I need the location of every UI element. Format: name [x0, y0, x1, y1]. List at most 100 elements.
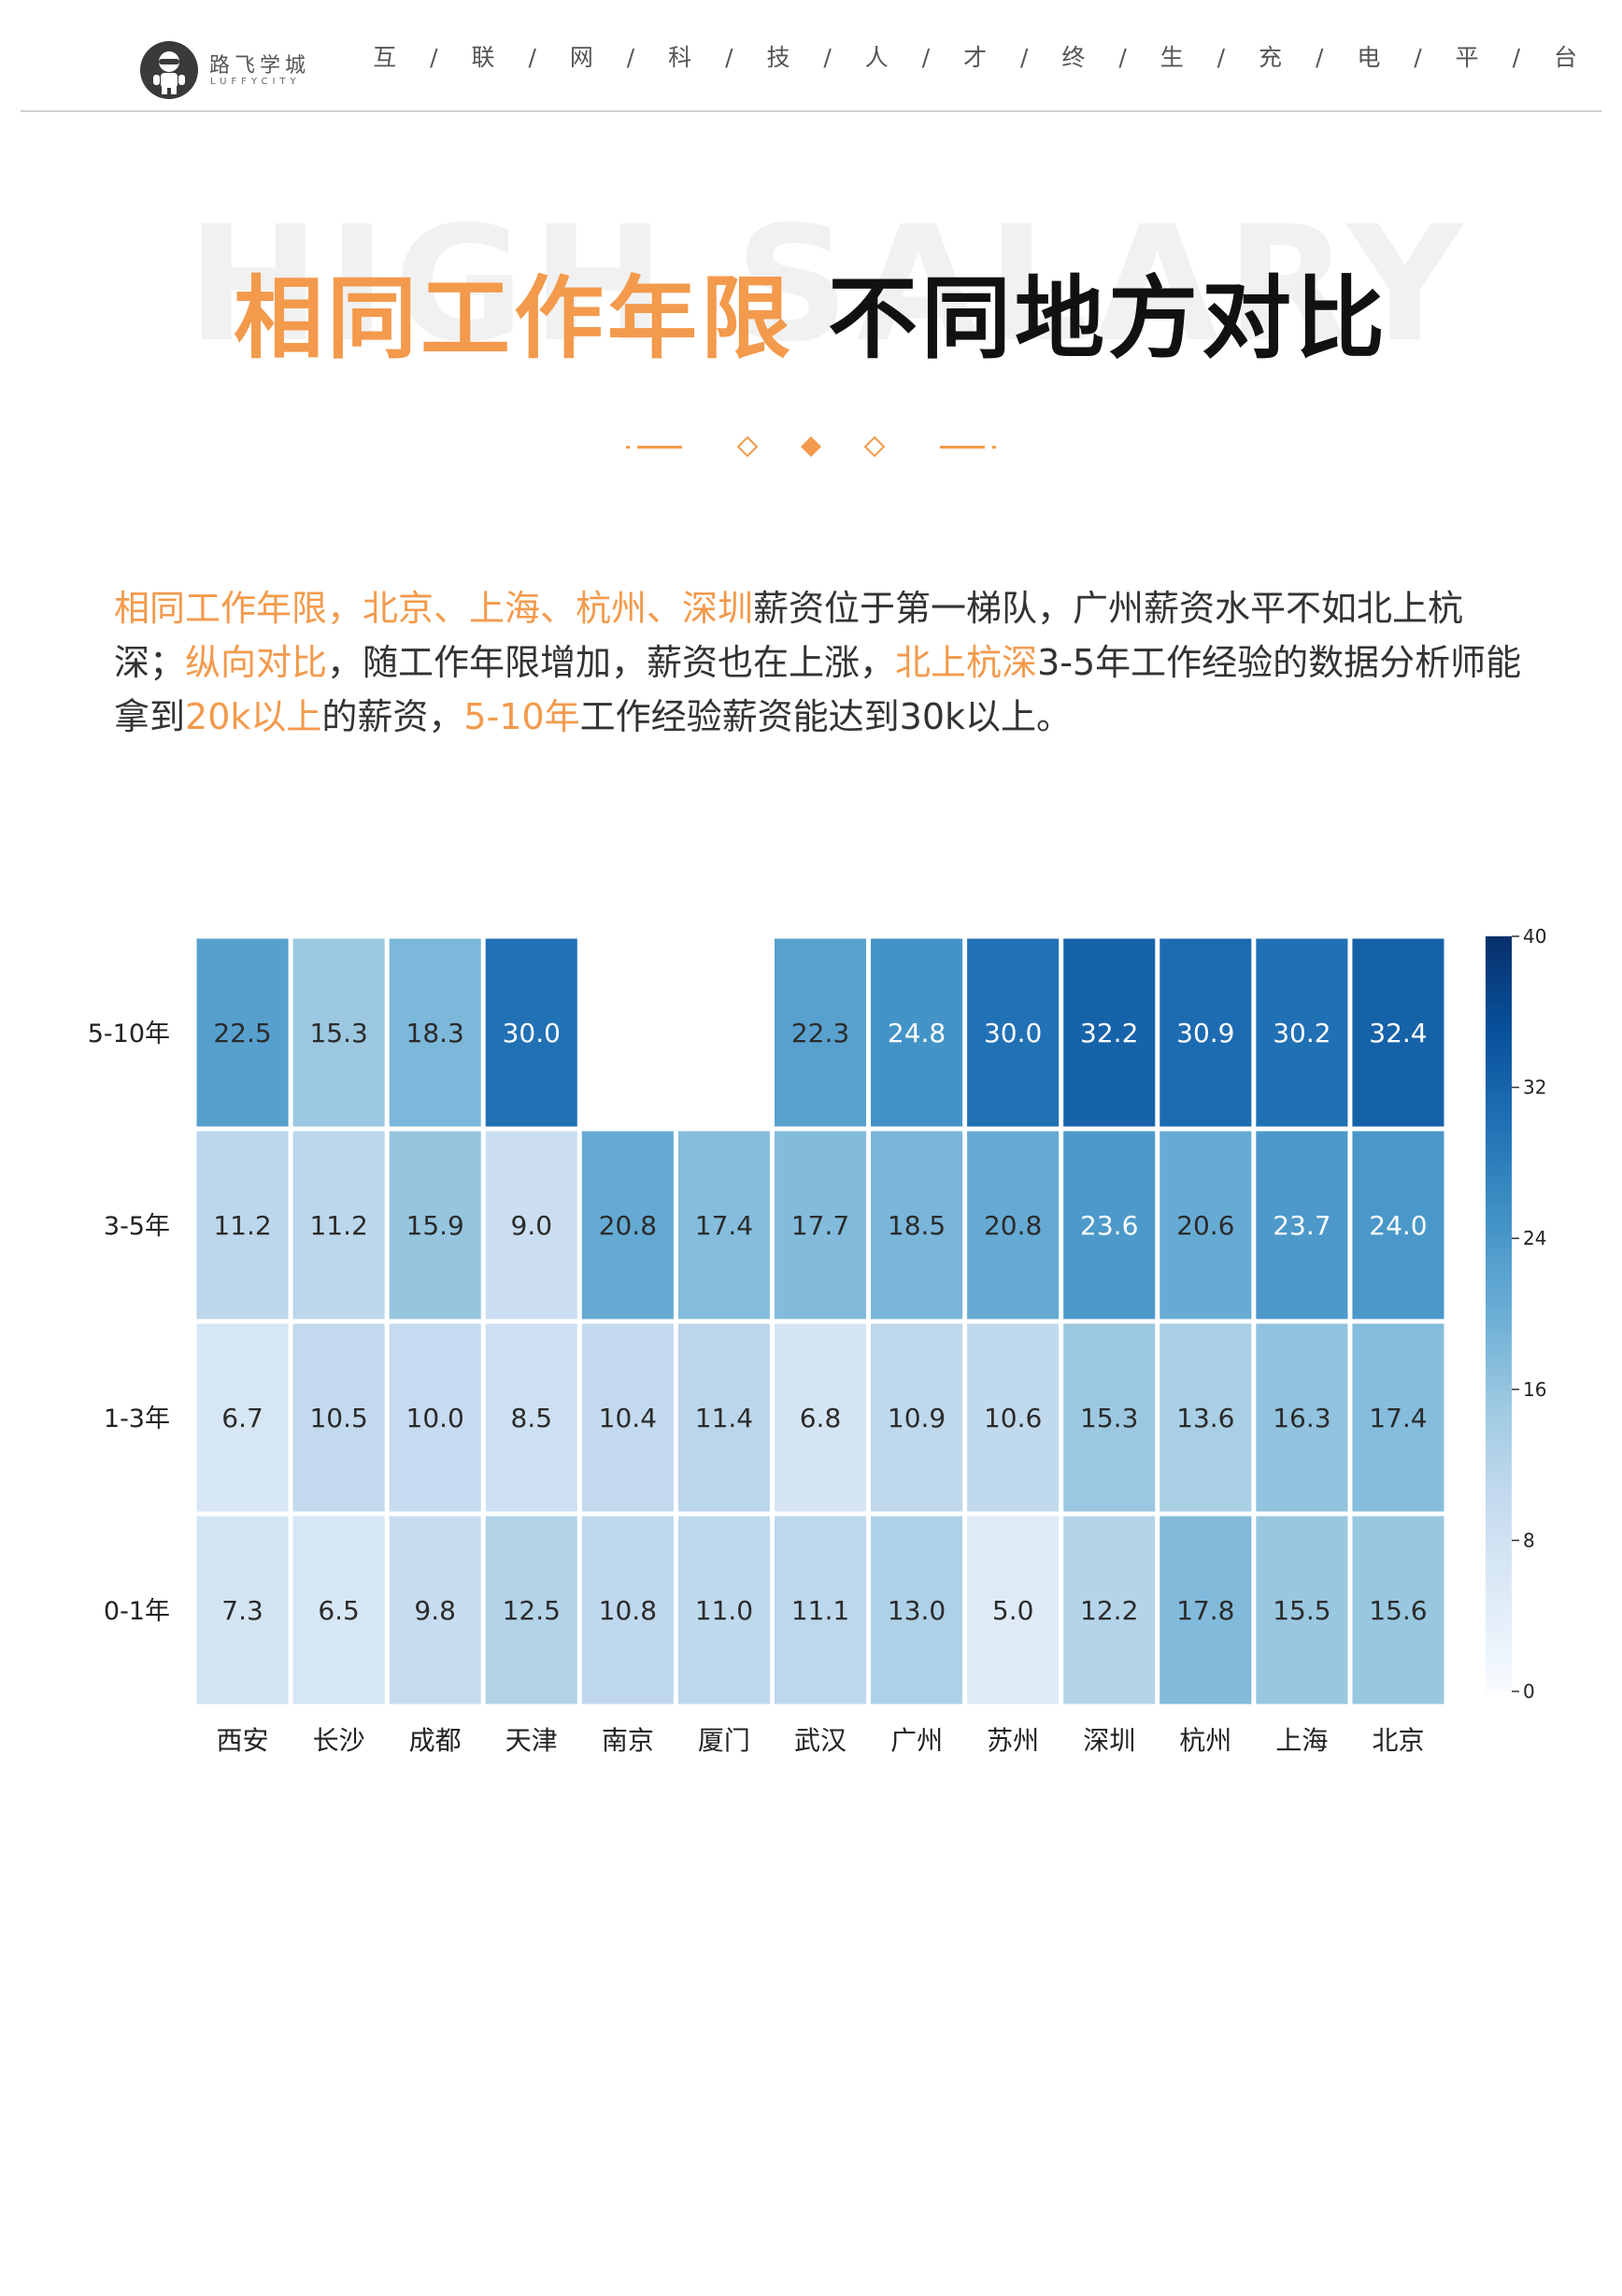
diamond-outline-icon — [736, 435, 759, 458]
summary-paragraph: 相同工作年限，北京、上海、杭州、深圳薪资位于第一梯队，广州薪资水平不如北上杭深；… — [114, 581, 1525, 744]
logo[interactable]: 路飞学城 LUFFYCITY — [140, 41, 355, 99]
x-tick-label: 成都 — [409, 1725, 462, 1756]
cell-value-label: 30.0 — [503, 1018, 561, 1048]
heatmap-cell — [292, 938, 385, 1127]
x-tick-label: 深圳 — [1083, 1725, 1135, 1756]
cell-value-label: 18.5 — [888, 1210, 946, 1241]
cell-value-label: 9.8 — [414, 1595, 456, 1626]
heatmap-cell — [196, 938, 289, 1127]
diamond-filled-icon — [801, 436, 821, 457]
heatmap-cell — [485, 938, 577, 1127]
cell-value-label: 11.0 — [695, 1595, 753, 1626]
heatmap-cell — [967, 1516, 1060, 1704]
cell-value-label: 12.5 — [503, 1595, 561, 1626]
heatmap-cell — [581, 1516, 674, 1704]
heatmap-cell — [1256, 1323, 1348, 1512]
heatmap-cell — [196, 1323, 289, 1512]
heatmap-cell — [389, 1131, 481, 1319]
heatmap-cell — [1160, 938, 1252, 1127]
x-tick-label: 西安 — [217, 1725, 269, 1756]
cell-value-label: 24.0 — [1369, 1210, 1427, 1241]
logo-mascot-icon — [140, 41, 198, 99]
cell-value-label: 10.5 — [309, 1403, 367, 1433]
diamond-outline-icon — [863, 435, 886, 458]
heatmap-cell — [1160, 1516, 1252, 1704]
paragraph-text: 3-5年工作经验的数据分析师能拿到 — [114, 642, 1522, 737]
slogan: 互 / 联 / 网 / 科 / 技 / 人 / 才 / 终 / 生 / 充 / … — [373, 44, 1590, 71]
cell-value-label: 6.5 — [318, 1595, 360, 1626]
colorbar-tick-label: 32 — [1523, 1077, 1546, 1099]
cell-value-label: 10.8 — [599, 1595, 657, 1626]
heatmap-cell — [1063, 1323, 1156, 1512]
heatmap-cell — [1352, 1131, 1444, 1319]
cell-value-label: 15.9 — [406, 1210, 464, 1241]
x-tick-label: 北京 — [1372, 1725, 1424, 1756]
heatmap-cell — [196, 1131, 289, 1319]
heatmap-cell — [774, 1516, 867, 1704]
heatmap-cell — [871, 938, 963, 1127]
cell-value-label: 15.3 — [309, 1018, 367, 1048]
cell-value-label: 18.3 — [406, 1018, 464, 1048]
heatmap-cell — [1160, 1323, 1252, 1512]
header-divider — [21, 110, 1601, 112]
cell-value-label: 20.6 — [1176, 1210, 1234, 1241]
y-tick-label: 3-5年 — [104, 1212, 170, 1241]
cell-value-label: 5.0 — [992, 1595, 1034, 1626]
heatmap-cell — [1256, 1131, 1348, 1319]
cell-value-label: 15.5 — [1273, 1595, 1330, 1626]
heatmap-cell — [1352, 1516, 1444, 1704]
title-watermark: HIGH SALARY — [187, 193, 1471, 378]
y-tick-label: 0-1年 — [104, 1597, 170, 1626]
y-tick-label: 5-10年 — [88, 1020, 170, 1048]
cell-value-label: 32.4 — [1369, 1018, 1427, 1048]
heatmap-cell — [774, 1131, 867, 1319]
cell-value-label: 6.8 — [800, 1403, 842, 1433]
heatmap-cell — [677, 1516, 770, 1704]
cell-value-label: 10.6 — [984, 1403, 1042, 1433]
paragraph-text: 的薪资， — [321, 696, 464, 737]
cell-value-label: 7.3 — [221, 1595, 263, 1626]
cell-value-label: 13.6 — [1176, 1403, 1234, 1433]
cell-value-label: 20.8 — [599, 1210, 657, 1241]
heatmap-cell — [389, 1516, 481, 1704]
heatmap-cell — [1352, 938, 1444, 1127]
salary-heatmap: 22.5 15.3 18.3 30.0 22.3 24.8 30.0 32.2 30.9 30.2… — [88, 925, 1547, 1756]
x-tick-label: 长沙 — [313, 1725, 365, 1756]
heatmap-cell — [967, 1323, 1060, 1512]
heatmap-cell — [389, 1323, 481, 1512]
paragraph-highlight: 北上杭深 — [895, 642, 1038, 683]
colorbar — [1486, 936, 1512, 1691]
colorbar-tick-label: 40 — [1523, 925, 1546, 948]
heatmap-cell — [1063, 1516, 1156, 1704]
paragraph-text: ，随工作年限增加，薪资也在上涨， — [327, 642, 896, 683]
cell-value-label: 10.9 — [888, 1403, 946, 1433]
paragraph-highlight: 纵向对比 — [185, 642, 328, 683]
x-tick-label: 厦门 — [698, 1725, 750, 1756]
cell-value-label: 11.1 — [791, 1595, 849, 1626]
heatmap-cell — [967, 938, 1060, 1127]
cell-value-label: 8.5 — [511, 1403, 553, 1433]
cell-value-label: 30.9 — [1176, 1018, 1234, 1048]
cell-value-label: 22.3 — [791, 1018, 849, 1048]
cell-value-label: 10.4 — [599, 1403, 657, 1433]
cell-value-label: 15.6 — [1369, 1595, 1427, 1626]
colorbar-tick-label: 24 — [1523, 1227, 1546, 1249]
paragraph-text: 工作经验薪资能达到30k以上。 — [579, 696, 1073, 737]
heatmap-cell — [774, 1323, 867, 1512]
colorbar-tick-label: 16 — [1523, 1378, 1546, 1401]
cell-value-label: 9.0 — [511, 1210, 553, 1241]
logo-subtext: LUFFYCITY — [210, 77, 301, 87]
cell-value-label: 6.7 — [221, 1403, 263, 1433]
cell-value-label: 10.0 — [406, 1403, 464, 1433]
cell-value-label: 17.8 — [1176, 1595, 1234, 1626]
heatmap-cell — [485, 1323, 577, 1512]
cell-value-label: 16.3 — [1273, 1403, 1330, 1433]
heatmap-cell — [196, 1516, 289, 1704]
heatmap-cell — [871, 1516, 963, 1704]
cell-value-label: 11.2 — [213, 1210, 271, 1241]
heatmap-cell — [677, 1323, 770, 1512]
heatmap-cell — [871, 1323, 963, 1512]
cell-value-label: 12.2 — [1080, 1595, 1138, 1626]
heatmap-cell — [1352, 1323, 1444, 1512]
title-rest: 不同地方对比 — [828, 266, 1388, 371]
